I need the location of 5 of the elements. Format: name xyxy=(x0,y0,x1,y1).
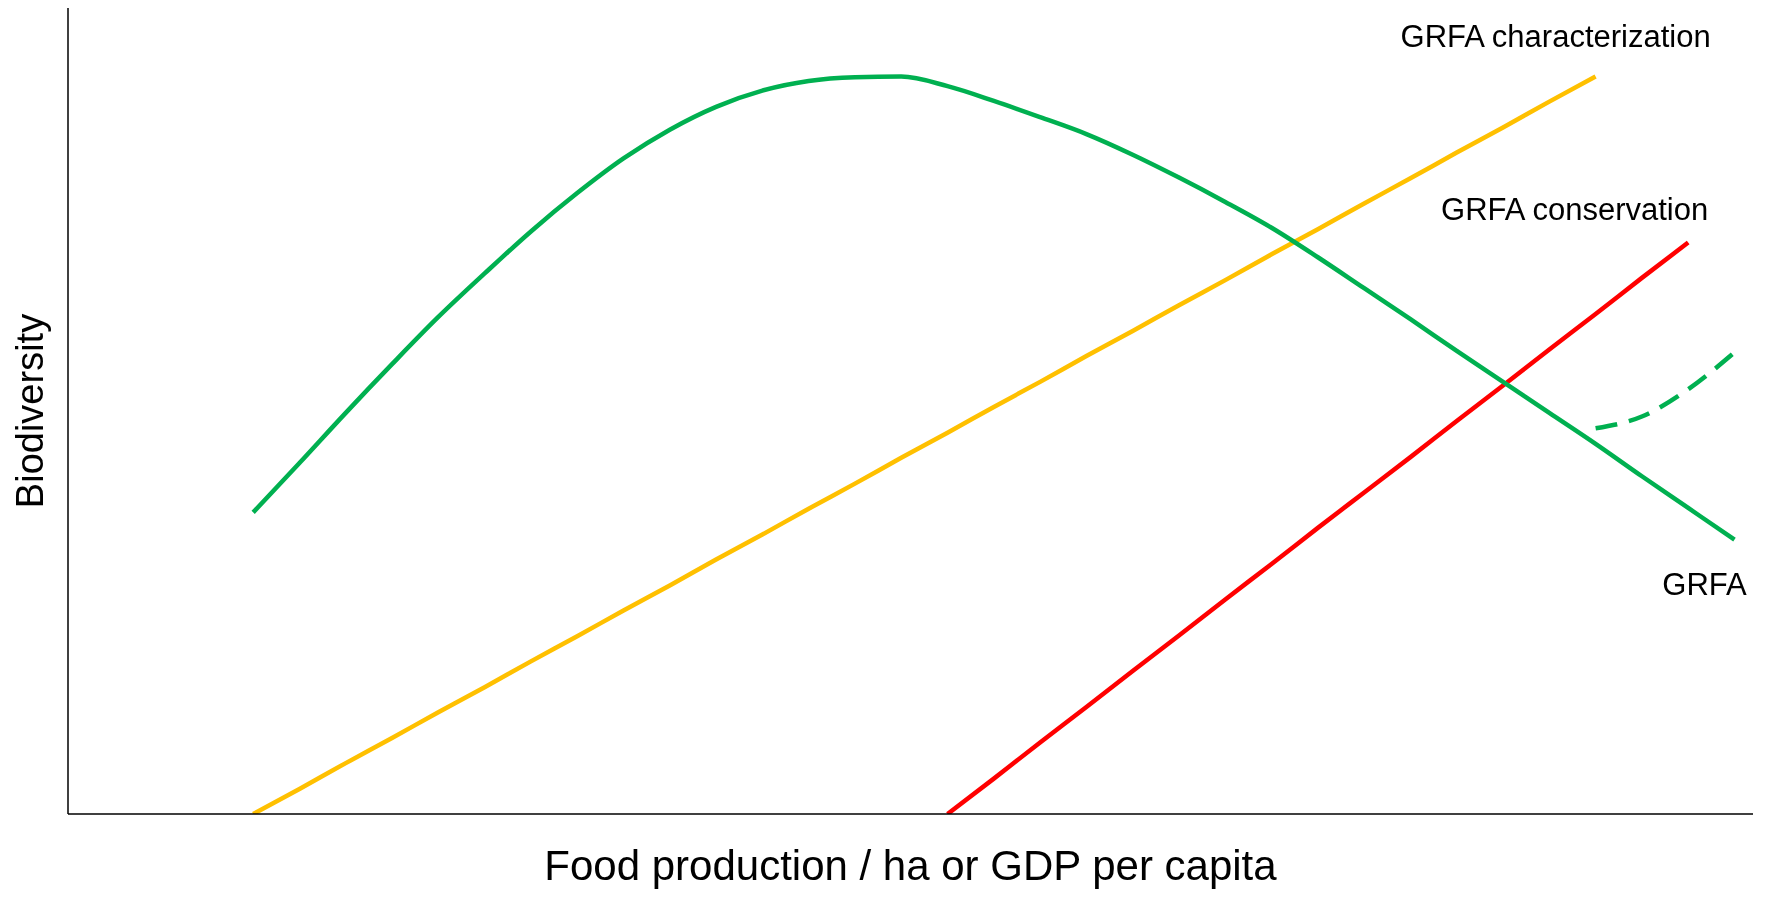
y-axis-title: Biodiversity xyxy=(9,313,52,509)
x-axis-title: Food production / ha or GDP per capita xyxy=(544,842,1278,889)
series-label: GRFA xyxy=(1662,566,1748,602)
series-label: GRFA conservation xyxy=(1441,192,1709,228)
series-label: GRFA characterization xyxy=(1400,18,1711,54)
